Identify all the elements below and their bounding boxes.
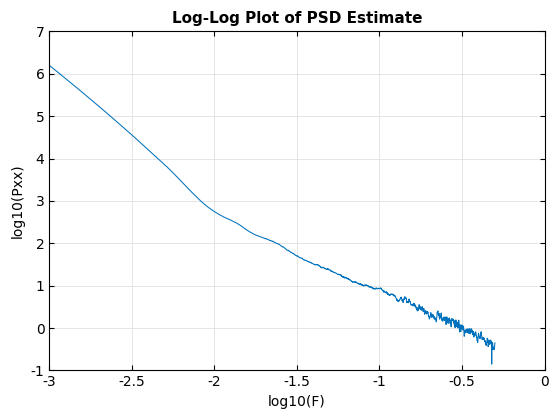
Y-axis label: log10(Pxx): log10(Pxx): [11, 164, 25, 238]
X-axis label: log10(F): log10(F): [268, 395, 326, 409]
Title: Log-Log Plot of PSD Estimate: Log-Log Plot of PSD Estimate: [172, 11, 422, 26]
